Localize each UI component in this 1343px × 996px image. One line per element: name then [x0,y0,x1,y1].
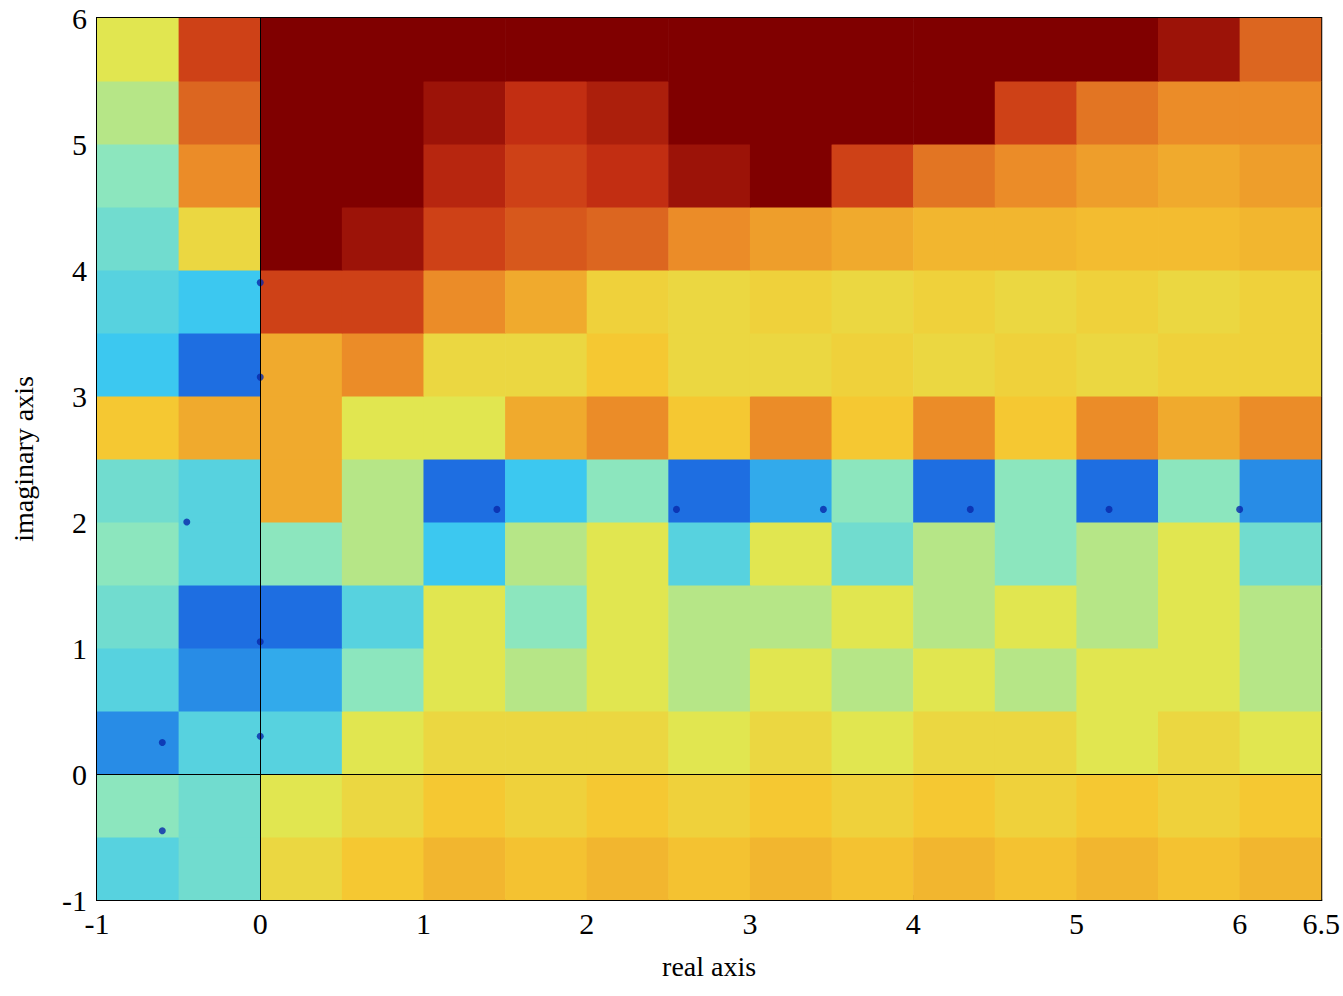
svg-text:0: 0 [253,907,268,940]
svg-text:6.5: 6.5 [1303,907,1341,940]
svg-text:2: 2 [579,907,594,940]
svg-text:6: 6 [1232,907,1247,940]
svg-text:0: 0 [72,758,87,791]
svg-text:-1: -1 [85,907,110,940]
svg-text:-1: -1 [62,884,87,917]
svg-text:1: 1 [416,907,431,940]
svg-text:6: 6 [72,2,87,35]
svg-text:4: 4 [906,907,921,940]
svg-text:5: 5 [1069,907,1084,940]
svg-text:5: 5 [72,128,87,161]
svg-text:imaginary axis: imaginary axis [8,376,39,542]
svg-text:1: 1 [72,632,87,665]
svg-text:real axis: real axis [662,951,756,982]
svg-text:3: 3 [72,380,87,413]
svg-text:3: 3 [742,907,757,940]
svg-text:4: 4 [72,254,87,287]
svg-text:2: 2 [72,506,87,539]
